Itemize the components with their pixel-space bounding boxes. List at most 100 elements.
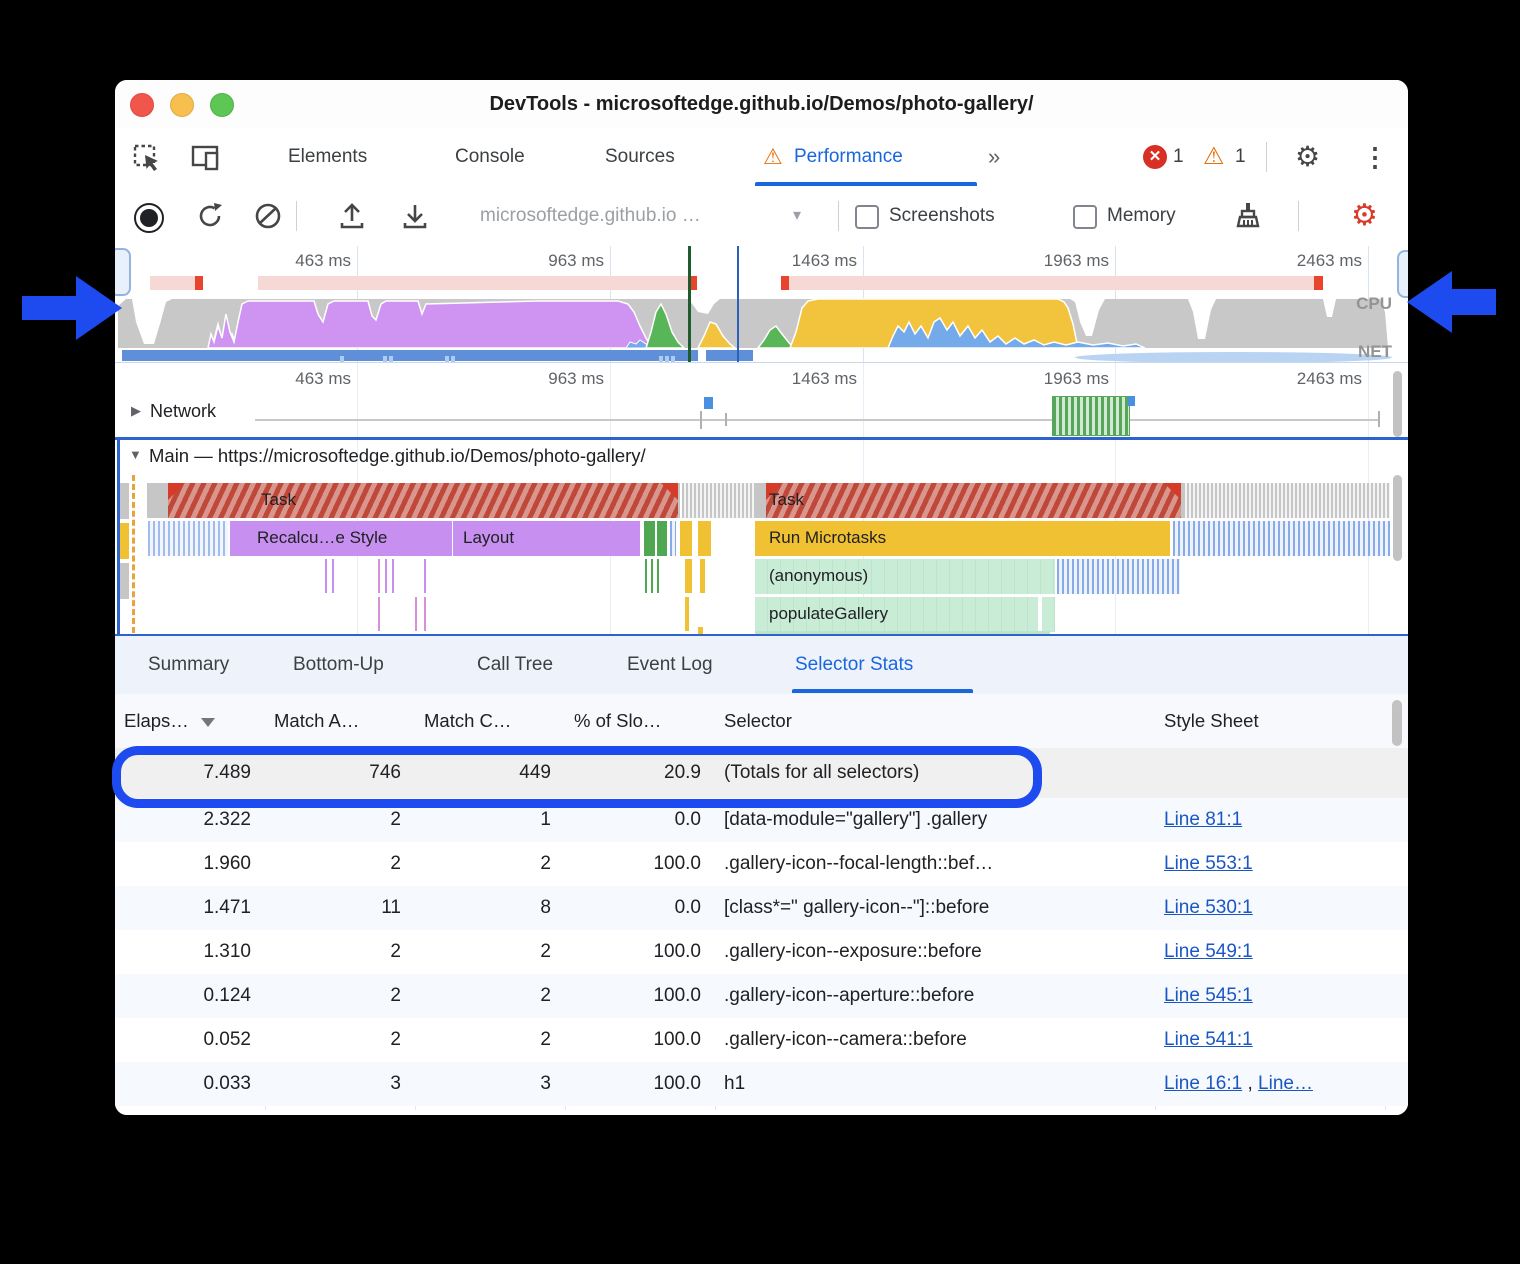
memory-checkbox[interactable] (1073, 205, 1097, 229)
table-row[interactable]: 0.033 3 3 100.0 h1 Line 16:1 , Line… (115, 1062, 1408, 1106)
inspect-icon[interactable] (133, 144, 161, 172)
flame-script-bar[interactable] (698, 521, 711, 556)
cpu-activity-chart[interactable] (118, 292, 1394, 348)
kebab-menu-icon[interactable]: ⋮ (1362, 142, 1388, 172)
flame-call-fragment[interactable] (1042, 597, 1055, 632)
table-row[interactable]: 0.124 2 2 100.0 .gallery-icon--aperture:… (115, 974, 1408, 1018)
header-match-attempts[interactable]: Match A… (274, 710, 360, 731)
table-row[interactable]: 1.471 11 8 0.0 [class*=" gallery-icon--"… (115, 886, 1408, 930)
flame-task-bar[interactable]: Task (147, 483, 680, 518)
header-slow-pct[interactable]: % of Slo… (574, 710, 662, 731)
maximize-window-button[interactable] (210, 93, 234, 117)
tab-performance[interactable]: Performance (794, 146, 903, 167)
error-count[interactable]: 1 (1173, 146, 1184, 167)
tab-sources[interactable]: Sources (605, 146, 675, 167)
navigation-dashed-line (132, 475, 135, 633)
history-select[interactable]: microsoftedge.github.io … (480, 205, 701, 226)
table-scrollbar-thumb[interactable] (1392, 700, 1402, 746)
flame-task-bar[interactable]: Task (755, 483, 1390, 518)
network-request-bracket[interactable] (700, 411, 702, 429)
performance-tab-underline (755, 182, 977, 186)
table-row-totals[interactable]: 7.489 746 449 20.9 (Totals for all selec… (115, 748, 1408, 798)
table-row[interactable]: 1.310 2 2 100.0 .gallery-icon--exposure:… (115, 930, 1408, 974)
screenshots-label[interactable]: Screenshots (889, 205, 995, 226)
garbage-collect-icon[interactable] (1232, 200, 1264, 232)
flame-micro-calls[interactable] (670, 521, 676, 556)
settings-gear-icon[interactable]: ⚙ (1295, 141, 1321, 172)
main-track-frame-top (115, 437, 1408, 440)
minimize-window-button[interactable] (170, 93, 194, 117)
device-toolbar-icon[interactable] (191, 144, 221, 172)
flame-micro-calls[interactable] (1057, 559, 1180, 594)
record-button[interactable] (134, 203, 164, 233)
flame-gc-bar[interactable] (657, 521, 667, 556)
tab-summary[interactable]: Summary (148, 654, 230, 675)
more-tabs-icon[interactable]: » (988, 144, 1001, 169)
tab-elements[interactable]: Elements (288, 146, 368, 167)
tab-call-tree[interactable]: Call Tree (477, 654, 554, 675)
network-scrollbar-thumb[interactable] (1393, 371, 1402, 437)
table-row[interactable]: 0.052 2 2 100.0 .gallery-icon--camera::b… (115, 1018, 1408, 1062)
flame-script-bar[interactable] (680, 521, 692, 556)
selector-stats-table: Elaps… Match A… Match C… % of Slo… Selec… (115, 694, 1408, 1115)
network-collapse-icon[interactable]: ▶ (131, 403, 141, 418)
error-badge-icon[interactable]: ✕ (1143, 145, 1167, 169)
main-scrollbar-thumb[interactable] (1393, 475, 1402, 561)
flame-micro-calls[interactable] (1173, 521, 1390, 556)
reload-record-icon[interactable] (196, 202, 224, 230)
window-title: DevTools - microsoftedge.github.io/Demos… (489, 93, 1034, 115)
flame-clipped-row[interactable] (755, 631, 1050, 634)
overview-right-handle[interactable] (1397, 250, 1408, 298)
table-row[interactable]: 1.960 2 2 100.0 .gallery-icon--focal-len… (115, 842, 1408, 886)
main-expand-icon[interactable]: ▼ (129, 447, 142, 462)
tab-bottom-up[interactable]: Bottom-Up (293, 654, 384, 675)
stylesheet-link[interactable]: Line 553:1 (1164, 853, 1253, 874)
history-select-caret-icon[interactable]: ▾ (793, 207, 802, 224)
table-row[interactable]: 2.322 2 1 0.0 [data-module="gallery"] .g… (115, 798, 1408, 842)
network-request-chip[interactable] (1128, 396, 1135, 406)
offscreen-indicator (120, 563, 129, 599)
tab-event-log[interactable]: Event Log (627, 654, 713, 675)
header-style-sheet[interactable]: Style Sheet (1164, 710, 1259, 731)
header-elapsed[interactable]: Elaps… (115, 694, 265, 748)
flame-micro-calls[interactable] (148, 521, 228, 556)
tab-console[interactable]: Console (455, 146, 525, 167)
stylesheet-link[interactable]: Line… (1258, 1073, 1313, 1094)
flame-task-fragments[interactable] (682, 483, 755, 518)
flame-anonymous-bar[interactable]: (anonymous) (755, 559, 1055, 594)
net-bar-pending (1075, 352, 1392, 363)
stylesheet-link[interactable]: Line 549:1 (1164, 941, 1253, 962)
stylesheet-link[interactable]: Line 530:1 (1164, 897, 1253, 918)
stylesheet-link[interactable]: Line 545:1 (1164, 985, 1253, 1006)
header-selector[interactable]: Selector (724, 710, 792, 731)
tab-selector-stats[interactable]: Selector Stats (795, 654, 914, 675)
flame-recalc-style-bar[interactable]: Recalcu…e Style (230, 521, 453, 556)
network-requests-block[interactable] (1052, 396, 1130, 436)
header-match-count[interactable]: Match C… (424, 710, 512, 731)
table-header-row: Elaps… Match A… Match C… % of Slo… Selec… (115, 694, 1408, 749)
memory-label[interactable]: Memory (1107, 205, 1176, 226)
warning-badge-icon[interactable]: ⚠ (1203, 143, 1225, 170)
stylesheet-link[interactable]: Line 541:1 (1164, 1029, 1253, 1050)
stylesheet-link[interactable]: Line 16:1 (1164, 1073, 1243, 1094)
clear-icon[interactable] (254, 202, 282, 230)
main-track-label[interactable]: Main — https://microsoftedge.github.io/D… (149, 445, 646, 466)
flame-populate-gallery-bar[interactable]: populateGallery (755, 597, 1038, 632)
close-window-button[interactable] (130, 93, 154, 117)
upload-profile-icon[interactable] (337, 201, 367, 231)
warning-count[interactable]: 1 (1235, 146, 1246, 167)
offscreen-indicator (120, 483, 129, 519)
network-request-bracket[interactable] (725, 413, 727, 426)
overview-left-handle[interactable] (115, 248, 131, 296)
flame-run-microtasks-bar[interactable]: Run Microtasks (755, 521, 1170, 556)
screenshots-checkbox[interactable] (855, 205, 879, 229)
timeline-overview[interactable]: 463 ms 963 ms 1463 ms 1963 ms 2463 ms (115, 246, 1408, 363)
flame-gc-bar[interactable] (644, 521, 656, 556)
capture-settings-gear-icon[interactable]: ⚙ (1351, 199, 1378, 232)
network-track-label[interactable]: Network (150, 401, 217, 421)
sort-desc-icon[interactable] (200, 717, 215, 727)
flame-layout-bar[interactable]: Layout (453, 521, 640, 556)
download-profile-icon[interactable] (400, 201, 430, 231)
stylesheet-link[interactable]: Line 81:1 (1164, 809, 1243, 830)
network-request-chip[interactable] (704, 397, 713, 409)
